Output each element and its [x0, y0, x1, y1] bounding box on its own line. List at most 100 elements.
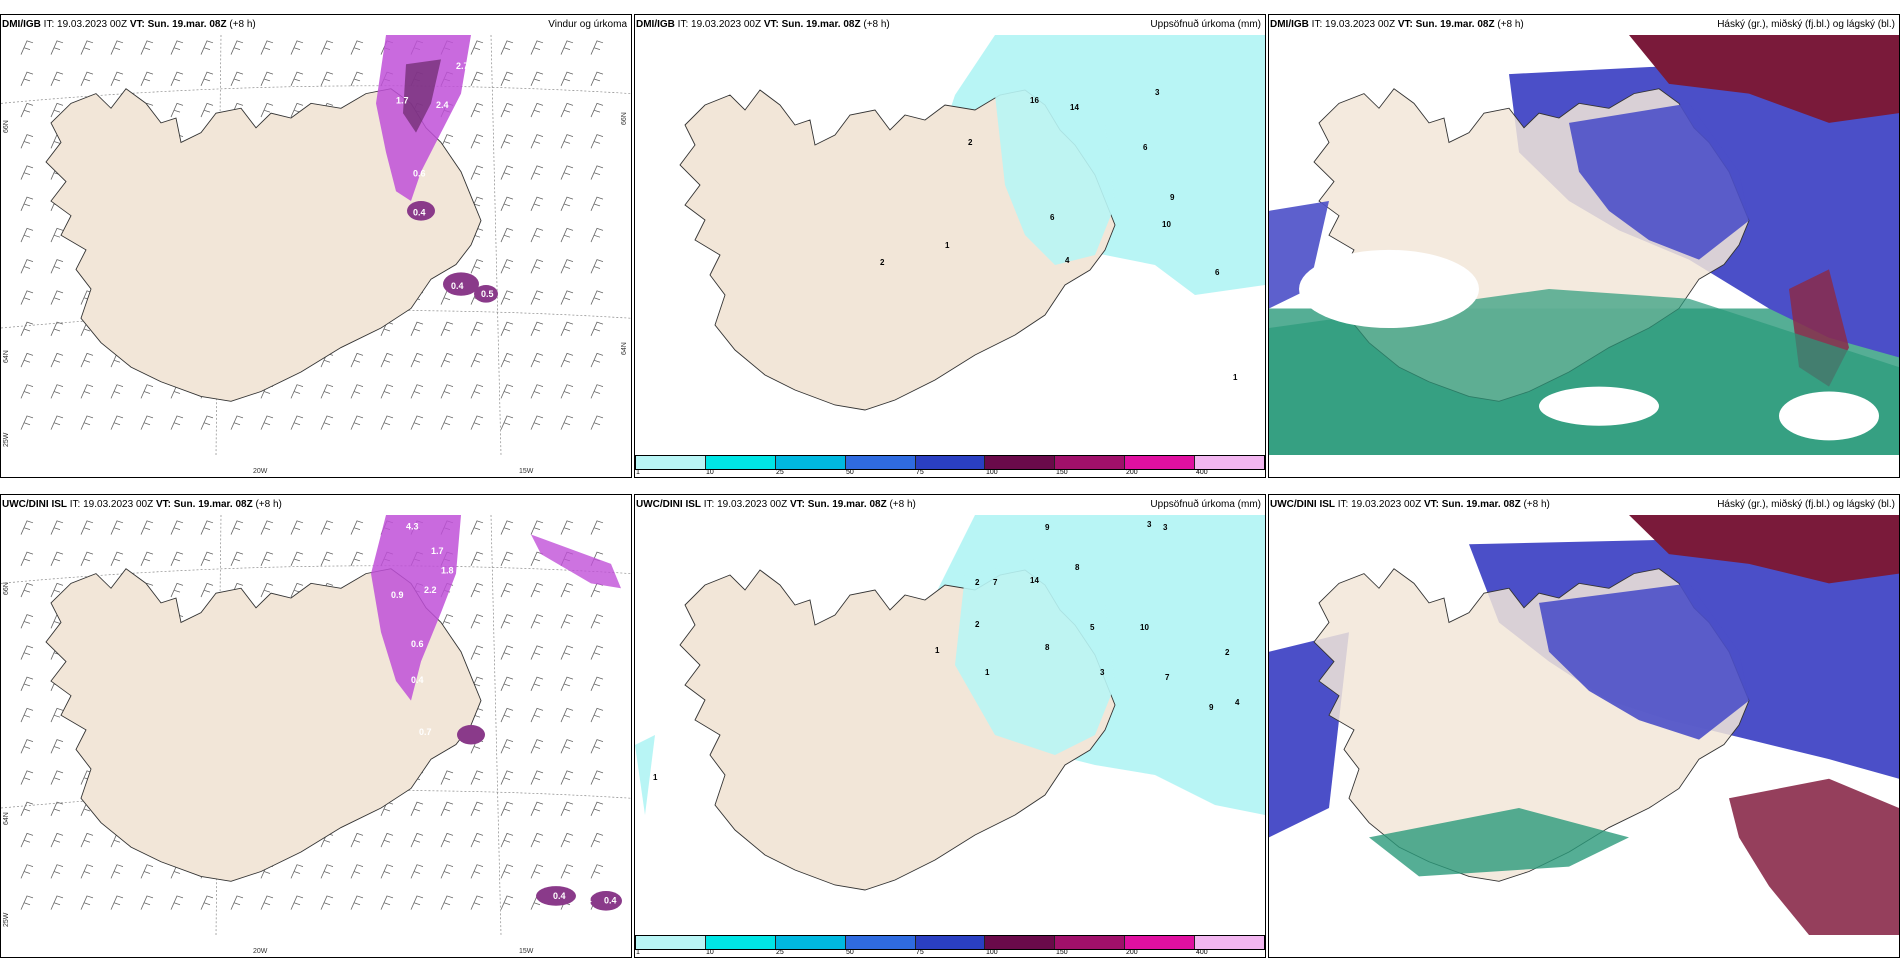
- low-cloud-band: [1369, 808, 1629, 877]
- it-value: 19.03.2023 00Z: [83, 499, 154, 510]
- precip-value: 2: [1225, 648, 1230, 657]
- wind-barb: [110, 551, 124, 566]
- panel-meta: UWC/DINI ISL IT: 19.03.2023 00Z VT: Sun.…: [636, 495, 916, 515]
- wind-barb: [80, 40, 94, 55]
- colorbar-label: 10: [706, 469, 714, 476]
- wind-barb: [110, 415, 124, 430]
- wind-barb: [20, 582, 34, 598]
- wind-barb: [410, 415, 424, 430]
- wind-barb: [20, 196, 34, 211]
- wind-barb: [470, 832, 484, 848]
- wind-barb: [500, 290, 514, 305]
- wind-barb: [470, 895, 484, 910]
- precip-label: 0.4: [553, 891, 566, 901]
- wind-barb: [20, 832, 34, 848]
- wind-barb: [50, 102, 64, 118]
- vt-value: Sun. 19.mar. 08Z: [173, 499, 253, 510]
- precip-value: 2: [968, 138, 973, 147]
- wind-barb: [110, 520, 124, 535]
- wind-barb: [530, 582, 544, 598]
- wind-panel-bottom: UWC/DINI ISL IT: 19.03.2023 00Z VT: Sun.…: [0, 494, 632, 958]
- wind-barb: [530, 864, 544, 879]
- wind-barb: [380, 415, 394, 430]
- wind-barb: [20, 645, 34, 660]
- wind-barb: [530, 71, 544, 86]
- precip-label: 0.4: [413, 208, 426, 218]
- wind-barb: [500, 614, 514, 629]
- model-name: DMI/IGB: [2, 19, 41, 30]
- colorbar-labels: 1 10 25 50 75 100 150 200 400: [635, 949, 1265, 957]
- precip-value: 5: [1090, 623, 1095, 632]
- wind-barb: [440, 832, 454, 848]
- wind-barb: [260, 582, 274, 598]
- lat-label-64n: 64N: [3, 350, 10, 363]
- wind-barb: [440, 415, 454, 430]
- wind-barb: [50, 415, 64, 430]
- wind-barb: [530, 676, 544, 691]
- wind-barb: [110, 71, 124, 86]
- cloud-panel-top: DMI/IGB IT: 19.03.2023 00Z VT: Sun. 19.m…: [1268, 14, 1900, 478]
- precip-label: 0.4: [411, 675, 424, 685]
- colorbar-label: 400: [1196, 949, 1208, 956]
- precip-value: 3: [1147, 520, 1152, 529]
- wind-barb: [80, 895, 94, 910]
- vt-label: VT:: [1397, 19, 1413, 30]
- wind-barb: [20, 676, 34, 691]
- wind-barb: [530, 227, 544, 243]
- precip-value: 3: [1163, 523, 1168, 532]
- lat-label-64n: 64N: [3, 812, 10, 825]
- wind-barb: [20, 290, 34, 305]
- colorbar-cell: [705, 936, 776, 949]
- wind-barb: [530, 165, 544, 180]
- wind-barb: [260, 895, 274, 910]
- precip-value: 7: [1165, 673, 1170, 682]
- wind-barb: [110, 40, 124, 55]
- wind-barb: [560, 770, 574, 785]
- wind-barb: [170, 71, 184, 86]
- wind-barb: [260, 520, 274, 535]
- wind-barb: [470, 384, 484, 399]
- wind-barb: [530, 134, 544, 149]
- precip-label: 1.8: [441, 566, 454, 576]
- lead-time: (+8 h): [229, 19, 256, 30]
- wind-barb: [320, 895, 334, 910]
- panel-title: Háský (gr.), miðský (fj.bl.) og lágský (…: [1717, 499, 1895, 510]
- wind-barb: [170, 40, 184, 55]
- wind-barb: [410, 321, 424, 336]
- wind-barb: [500, 520, 514, 535]
- wind-barb: [80, 384, 94, 399]
- wind-barb: [20, 551, 34, 566]
- it-label: IT:: [43, 19, 55, 30]
- panel-title: Vindur og úrkoma: [548, 19, 627, 30]
- wind-barb: [50, 227, 64, 243]
- lead-time: (+8 h): [889, 499, 916, 510]
- wind-barb: [590, 259, 604, 274]
- wind-barb: [170, 582, 184, 598]
- wind-barb: [50, 801, 64, 816]
- wind-barb: [380, 352, 394, 368]
- precip-core: [403, 59, 441, 133]
- low-cloud-band: [1269, 288, 1899, 455]
- colorbar-label: 200: [1126, 949, 1138, 956]
- wind-barb: [530, 352, 544, 368]
- wind-barb: [380, 895, 394, 910]
- wind-barb: [500, 227, 514, 243]
- vt-value: Sun. 19.mar. 08Z: [781, 19, 861, 30]
- cloud-map: [1269, 35, 1899, 455]
- wind-barb: [20, 707, 34, 723]
- wind-barb: [350, 71, 364, 86]
- wind-barb: [350, 520, 364, 535]
- colorbar-label: 400: [1196, 469, 1208, 476]
- wind-barb: [500, 707, 514, 723]
- wind-barb: [560, 520, 574, 535]
- wind-barb: [500, 415, 514, 430]
- wind-barb: [470, 770, 484, 785]
- wind-barb: [530, 770, 544, 785]
- lon-label-15w: 15W: [519, 468, 534, 475]
- colorbar-label: 1: [636, 949, 640, 956]
- wind-barb: [560, 71, 574, 86]
- wind-barb: [440, 384, 454, 399]
- wind-barb: [590, 832, 604, 848]
- wind-barb: [260, 102, 274, 118]
- wind-barb: [530, 801, 544, 816]
